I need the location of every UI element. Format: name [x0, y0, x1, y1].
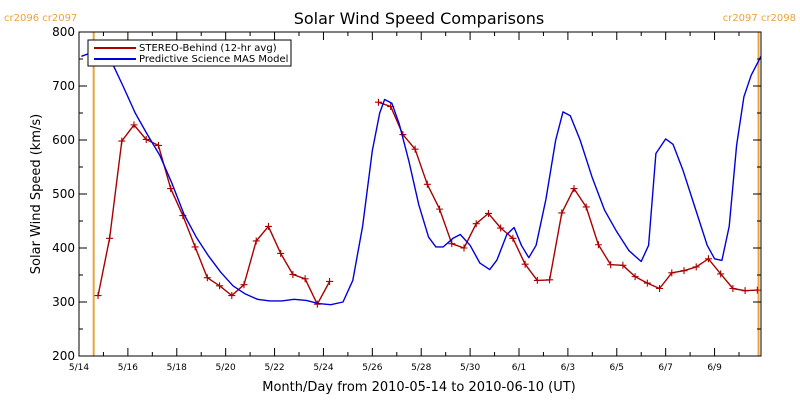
series-0-point [203, 274, 211, 282]
series-0-point [106, 234, 114, 242]
legend-label-stereo: STEREO-Behind (12-hr avg) [139, 43, 277, 54]
x-tick-label: 5/24 [313, 363, 333, 373]
x-tick-label: 5/14 [69, 363, 89, 373]
series-0-point [326, 277, 334, 285]
series-0-point [521, 260, 529, 268]
series-0-point [582, 203, 590, 211]
series-0-point [228, 292, 236, 300]
y-axis-label: Solar Wind Speed (km/s) [29, 114, 44, 274]
series-0-point [607, 261, 615, 269]
series-0-point [753, 286, 761, 294]
series-0-point [411, 145, 419, 153]
y-tick-label: 200 [52, 349, 75, 363]
series-0-point [717, 270, 725, 278]
y-tick-label: 400 [52, 241, 75, 255]
series-0-point [252, 237, 260, 245]
chart-title: Solar Wind Speed Comparisons [294, 9, 545, 28]
series-0-point [460, 244, 468, 252]
x-axis-label: Month/Day from 2010-05-14 to 2010-06-10 … [262, 380, 575, 395]
series-0-point [301, 275, 309, 283]
series-0-point [289, 270, 297, 278]
legend: STEREO-Behind (12-hr avg) Predictive Sci… [87, 39, 292, 67]
series-0-point [423, 180, 431, 188]
x-tick-label: 6/3 [561, 363, 575, 373]
legend-box [87, 39, 292, 67]
x-tick-label: 5/22 [264, 363, 284, 373]
series-0-point [704, 255, 712, 263]
series-0-point [142, 135, 150, 143]
x-tick-label: 6/1 [512, 363, 526, 373]
series-0-point [118, 137, 126, 145]
x-tick-label: 5/28 [411, 363, 431, 373]
carrington-label-0: cr2096 cr2097 [4, 13, 77, 24]
y-tick-label: 700 [52, 79, 75, 93]
series-0-point [741, 287, 749, 295]
x-tick-label: 6/7 [658, 363, 672, 373]
series-layer [81, 52, 762, 308]
series-0-point [154, 141, 162, 149]
series-0-point [240, 281, 248, 289]
series-0-point [277, 249, 285, 257]
series-0-point [448, 240, 456, 248]
series-0-point [167, 185, 175, 193]
x-tick-label: 5/16 [118, 363, 138, 373]
series-1-line-0 [81, 52, 762, 306]
series-0-point [374, 98, 382, 106]
series-0-point [509, 234, 517, 242]
y-tick-label: 500 [52, 187, 75, 201]
series-0-line-0 [97, 124, 331, 305]
axes: 200 300 400 500 600 700 800 5/14 5/16 5/18 5/20 5/2… [52, 25, 762, 373]
x-tick-label: 5/30 [460, 363, 480, 373]
series-0-point [680, 267, 688, 275]
series-0-point [533, 276, 541, 284]
x-tick-label: 5/18 [167, 363, 187, 373]
carrington-label-1: cr2097 cr2098 [723, 13, 796, 24]
series-0-point [729, 285, 737, 292]
series-0-point [558, 209, 566, 217]
series-0-point [546, 276, 554, 284]
y-tick-label: 600 [52, 133, 75, 147]
series-0-line-1 [378, 101, 758, 292]
legend-label-mas: Predictive Science MAS Model [139, 54, 288, 65]
series-0-point [692, 263, 700, 271]
series-0-point [668, 269, 676, 277]
series-0-point [94, 292, 102, 300]
series-0-point [216, 282, 224, 290]
y-tick-label: 800 [52, 25, 75, 39]
series-0-point [619, 261, 627, 269]
x-tick-label: 6/9 [707, 363, 722, 373]
series-0-point [436, 205, 444, 213]
series-0-point [472, 220, 480, 228]
series-0-point [264, 222, 272, 230]
series-0-point [643, 279, 651, 287]
series-0-point [130, 121, 138, 129]
x-tick-label: 5/26 [362, 363, 382, 373]
x-tick-label: 6/5 [610, 363, 624, 373]
series-0-point [570, 185, 578, 193]
y-tick-label: 300 [52, 295, 75, 309]
series-0-point [497, 224, 505, 232]
series-0-point [191, 243, 199, 251]
series-0-point [656, 285, 664, 292]
series-0-point [484, 209, 492, 217]
x-tick-label: 5/20 [216, 363, 236, 373]
series-0-point [631, 273, 639, 281]
series-0-point [594, 241, 602, 249]
